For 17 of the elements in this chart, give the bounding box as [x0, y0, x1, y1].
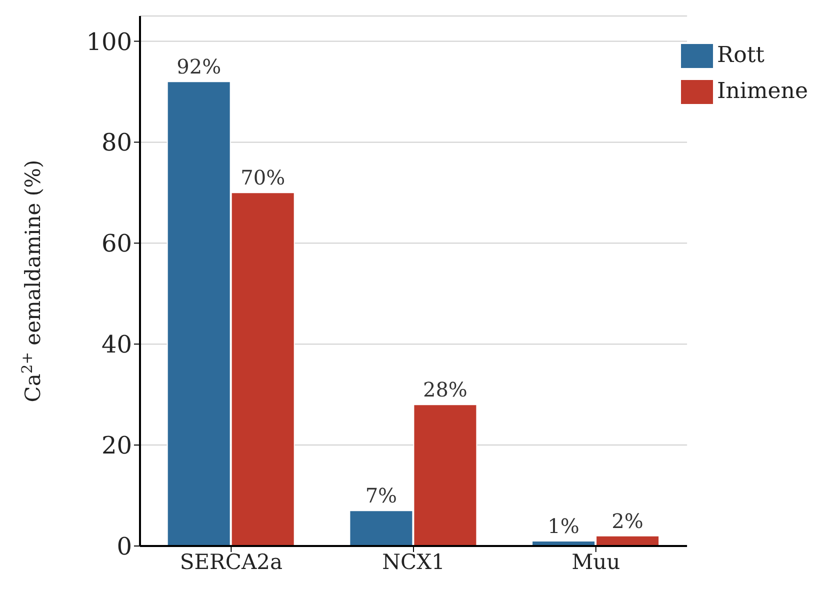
- data-label: 28%: [422, 378, 468, 402]
- y-tick-label: 0: [116, 532, 132, 561]
- data-label: 7%: [365, 484, 398, 508]
- legend-label: Inimene: [717, 79, 808, 104]
- x-tick-label: Muu: [572, 550, 620, 574]
- data-label: 92%: [176, 54, 222, 79]
- x-tick-label: NCX1: [382, 550, 445, 574]
- legend-label: Rott: [717, 43, 765, 68]
- x-tick-label: SERCA2a: [180, 550, 282, 574]
- y-tick-label: 60: [101, 230, 132, 258]
- data-label: 70%: [240, 166, 286, 190]
- data-label: 1%: [548, 514, 580, 538]
- y-tick-label: 80: [101, 128, 132, 157]
- data-label: 2%: [612, 508, 644, 533]
- y-tick-label: 40: [101, 330, 132, 359]
- y-tick-label: 100: [86, 28, 132, 56]
- y-tick-label: 20: [101, 432, 132, 460]
